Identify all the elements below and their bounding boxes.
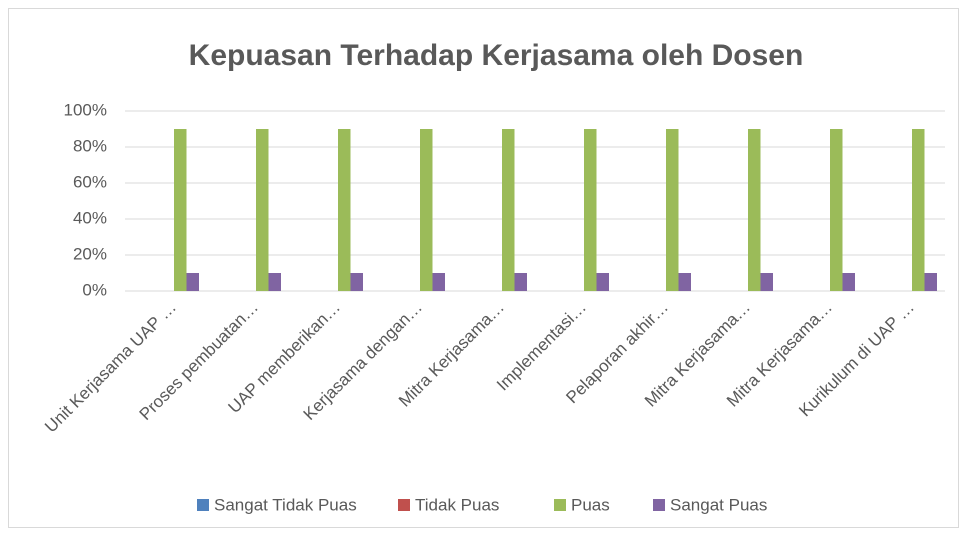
y-tick-label: 40% (73, 208, 107, 227)
y-tick-label: 80% (73, 136, 107, 155)
bar (584, 129, 597, 291)
y-tick-label: 100% (64, 100, 107, 119)
legend-swatch (197, 499, 209, 511)
bar (268, 273, 281, 291)
bar (678, 273, 691, 291)
bar (432, 273, 445, 291)
legend-swatch (653, 499, 665, 511)
bar (912, 129, 925, 291)
bar (842, 273, 855, 291)
legend-swatch (398, 499, 410, 511)
bar (350, 273, 363, 291)
bar (760, 273, 773, 291)
y-tick-label: 60% (73, 172, 107, 191)
legend-label: Tidak Puas (415, 495, 499, 514)
bar (502, 129, 515, 291)
bar (830, 129, 843, 291)
legend-swatch (554, 499, 566, 511)
legend-label: Puas (571, 495, 610, 514)
bar (596, 273, 609, 291)
y-tick-label: 20% (73, 244, 107, 263)
bar (666, 129, 679, 291)
chart-title: Kepuasan Terhadap Kerjasama oleh Dosen (189, 39, 804, 72)
bar (186, 273, 199, 291)
bar (338, 129, 351, 291)
bar (748, 129, 761, 291)
bar (924, 273, 937, 291)
y-tick-label: 0% (82, 280, 107, 299)
legend-label: Sangat Puas (670, 495, 767, 514)
legend-label: Sangat Tidak Puas (214, 495, 357, 514)
bar (514, 273, 527, 291)
bar (174, 129, 187, 291)
bar (256, 129, 269, 291)
chart-border (8, 8, 959, 528)
bar (420, 129, 433, 291)
